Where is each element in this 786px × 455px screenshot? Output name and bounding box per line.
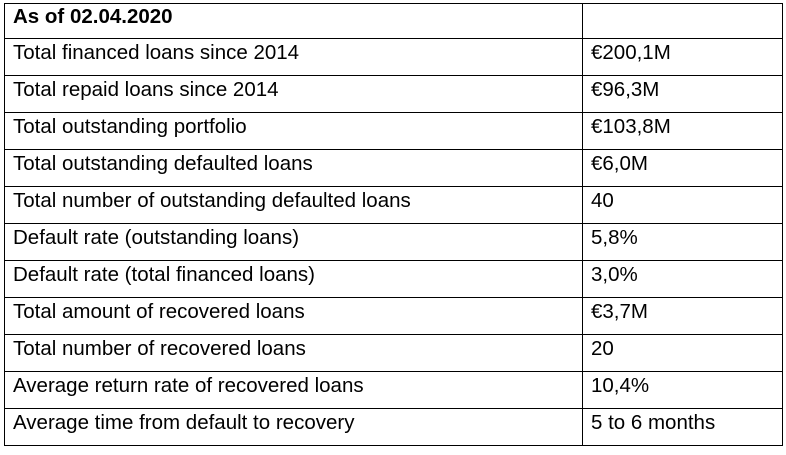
row-value: 40 bbox=[582, 186, 783, 224]
table-row: Average return rate of recovered loans 1… bbox=[4, 371, 783, 409]
row-value: €103,8M bbox=[582, 112, 783, 150]
row-label: Total repaid loans since 2014 bbox=[4, 75, 583, 113]
loan-statistics-container: As of 02.04.2020 Total financed loans si… bbox=[4, 3, 783, 446]
row-label: Total outstanding defaulted loans bbox=[4, 149, 583, 187]
row-value: 5,8% bbox=[582, 223, 783, 261]
row-label: Total number of outstanding defaulted lo… bbox=[4, 186, 583, 224]
table-row: Total amount of recovered loans €3,7M bbox=[4, 297, 783, 335]
table-row: Average time from default to recovery 5 … bbox=[4, 408, 783, 446]
row-label: Total amount of recovered loans bbox=[4, 297, 583, 335]
row-value: 5 to 6 months bbox=[582, 408, 783, 446]
row-label: Default rate (total financed loans) bbox=[4, 260, 583, 298]
row-label: Average time from default to recovery bbox=[4, 408, 583, 446]
table-row: Default rate (outstanding loans) 5,8% bbox=[4, 223, 783, 261]
header-value-cell bbox=[582, 3, 783, 39]
row-value: 3,0% bbox=[582, 260, 783, 298]
row-value: €6,0M bbox=[582, 149, 783, 187]
row-label: Total outstanding portfolio bbox=[4, 112, 583, 150]
row-label: Total number of recovered loans bbox=[4, 334, 583, 372]
table-row: Total outstanding portfolio €103,8M bbox=[4, 112, 783, 150]
row-value: 10,4% bbox=[582, 371, 783, 409]
as-of-date-label: As of 02.04.2020 bbox=[4, 3, 583, 39]
loan-statistics-table: As of 02.04.2020 Total financed loans si… bbox=[4, 3, 783, 446]
row-value: 20 bbox=[582, 334, 783, 372]
table-row: Default rate (total financed loans) 3,0% bbox=[4, 260, 783, 298]
row-label: Default rate (outstanding loans) bbox=[4, 223, 583, 261]
table-row: Total repaid loans since 2014 €96,3M bbox=[4, 75, 783, 113]
row-value: €96,3M bbox=[582, 75, 783, 113]
table-row: Total financed loans since 2014 €200,1M bbox=[4, 38, 783, 76]
row-value: €3,7M bbox=[582, 297, 783, 335]
table-header-row: As of 02.04.2020 bbox=[4, 3, 783, 39]
table-row: Total outstanding defaulted loans €6,0M bbox=[4, 149, 783, 187]
table-row: Total number of outstanding defaulted lo… bbox=[4, 186, 783, 224]
row-label: Total financed loans since 2014 bbox=[4, 38, 583, 76]
row-label: Average return rate of recovered loans bbox=[4, 371, 583, 409]
row-value: €200,1M bbox=[582, 38, 783, 76]
table-row: Total number of recovered loans 20 bbox=[4, 334, 783, 372]
